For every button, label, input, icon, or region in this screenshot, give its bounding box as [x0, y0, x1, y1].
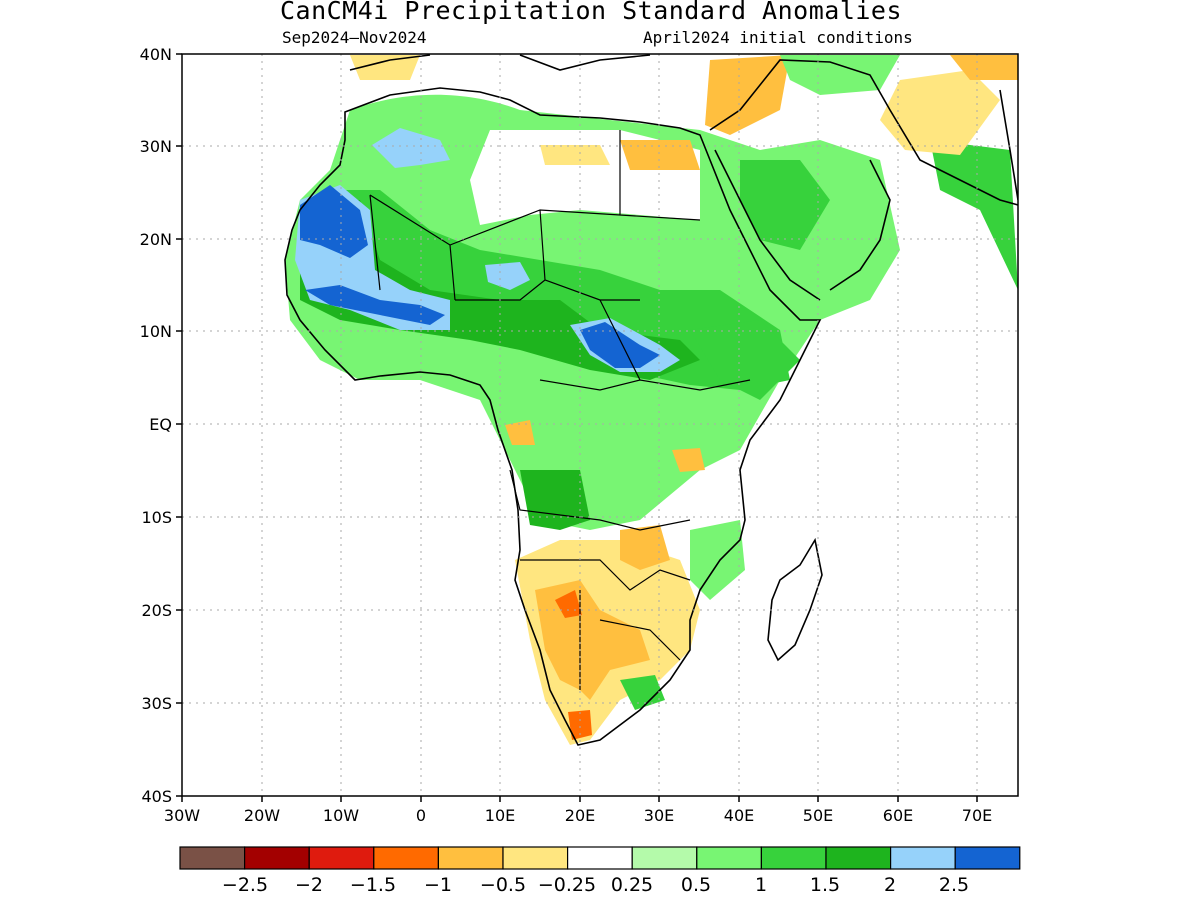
- colorbar-label: 2: [884, 874, 896, 896]
- country-borders: [369, 130, 751, 690]
- colorbar-label: −1: [424, 874, 452, 896]
- lon-label: 40E: [724, 806, 754, 825]
- lon-label: 0: [416, 806, 426, 825]
- colorbar-label: −1.5: [350, 874, 396, 896]
- map-frame: [181, 53, 1019, 797]
- forecast-period: Sep2024–Nov2024: [282, 28, 427, 47]
- india-coast: [999, 89, 1018, 201]
- colorbar-swatch: [889, 846, 956, 870]
- red-sea-coast: [714, 149, 821, 301]
- colorbar-label: 1: [755, 874, 767, 896]
- drakensberg-green: [620, 675, 665, 710]
- colorbar-label: −2: [295, 874, 323, 896]
- colorbar-swatch: [373, 846, 439, 870]
- mali-blue: [305, 285, 445, 325]
- lon-label: 30W: [164, 806, 200, 825]
- latitude-labels: 40N 30N 20N 10N EQ 10S 20S 30S 40S: [140, 45, 172, 806]
- lon-label: 20W: [244, 806, 280, 825]
- colorbar-swatch: [825, 846, 892, 870]
- arabia-green: [740, 160, 830, 250]
- colorbar-swatch: [696, 846, 762, 870]
- colorbar-swatch: [179, 846, 246, 870]
- map-title: CanCM4i Precipitation Standard Anomalies: [279, 0, 903, 25]
- senegal-blue: [300, 185, 368, 258]
- chad-light-blue: [485, 262, 530, 290]
- arabia-coastline: [709, 59, 1018, 206]
- lat-label: 10S: [141, 508, 172, 527]
- coastlines: [284, 54, 1018, 746]
- madagascar: [767, 537, 823, 662]
- libya-yellow: [540, 145, 610, 165]
- colorbar-swatch: [566, 846, 633, 870]
- colorbar-label: 2.5: [939, 874, 969, 896]
- lat-label: 10N: [140, 322, 172, 341]
- caspian-orange: [950, 55, 1018, 80]
- namibia-red: [555, 590, 582, 618]
- kenya-orange: [672, 448, 705, 472]
- colorbar-label: −2.5: [222, 874, 268, 896]
- graticule: [182, 54, 1018, 796]
- iberia-yellow: [350, 55, 420, 80]
- mediterranean-north-coast: [349, 54, 651, 71]
- lon-label: 20E: [565, 806, 595, 825]
- colorbar-swatch: [308, 846, 375, 870]
- iran-yellow: [880, 70, 1000, 155]
- lon-label: 50E: [803, 806, 833, 825]
- colorbar-swatch: [502, 846, 569, 870]
- colorbar-swatch: [760, 846, 827, 870]
- mediterranean-green: [780, 55, 900, 95]
- lat-label: 30N: [140, 137, 172, 156]
- colorbar-label: 0.25: [611, 874, 653, 896]
- levant-orange: [705, 55, 790, 135]
- colorbar-label: 0.5: [681, 874, 711, 896]
- atlas-light-blue: [372, 128, 450, 168]
- india-green: [930, 140, 1018, 290]
- lat-label: 30S: [141, 694, 172, 713]
- lon-label: 30E: [644, 806, 674, 825]
- congo-green: [520, 470, 590, 530]
- axis-ticks: [176, 53, 978, 802]
- colorbar-swatch: [437, 846, 504, 870]
- east-africa-green: [690, 320, 800, 400]
- colorbar: [179, 846, 1021, 870]
- lon-label: 10E: [485, 806, 515, 825]
- longitude-labels: 30W 20W 10W 0 10E 20E 30E 40E 50E 60E 70…: [164, 806, 992, 825]
- lat-label: EQ: [149, 415, 172, 434]
- anomaly-field: [285, 55, 1018, 745]
- lat-label: 20N: [140, 230, 172, 249]
- lon-label: 60E: [883, 806, 913, 825]
- lon-label: 70E: [962, 806, 992, 825]
- cape-red: [568, 710, 592, 740]
- lat-label: 40S: [141, 787, 172, 806]
- arabia-south-coast: [829, 159, 891, 291]
- africa-coastline: [284, 87, 822, 746]
- colorbar-swatch: [954, 846, 1021, 870]
- lat-label: 20S: [141, 601, 172, 620]
- zambia-orange: [620, 525, 670, 570]
- colorbar-label: 1.5: [810, 874, 840, 896]
- egypt-orange: [620, 140, 700, 170]
- colorbar-label: −0.25: [538, 874, 596, 896]
- border-lines: [369, 130, 751, 690]
- colorbar-labels: −2.5 −2 −1.5 −1 −0.5 −0.25 0.25 0.5 1 1.…: [222, 874, 969, 896]
- mozambique-green: [690, 520, 745, 600]
- lat-label: 40N: [140, 45, 172, 64]
- colorbar-label: −0.5: [480, 874, 526, 896]
- initial-conditions: April2024 initial conditions: [643, 28, 913, 47]
- gabon-orange: [505, 420, 535, 445]
- colorbar-swatch: [631, 846, 698, 870]
- lon-label: 10W: [323, 806, 359, 825]
- colorbar-swatch: [244, 846, 310, 870]
- sudan-dark-blue: [580, 322, 660, 368]
